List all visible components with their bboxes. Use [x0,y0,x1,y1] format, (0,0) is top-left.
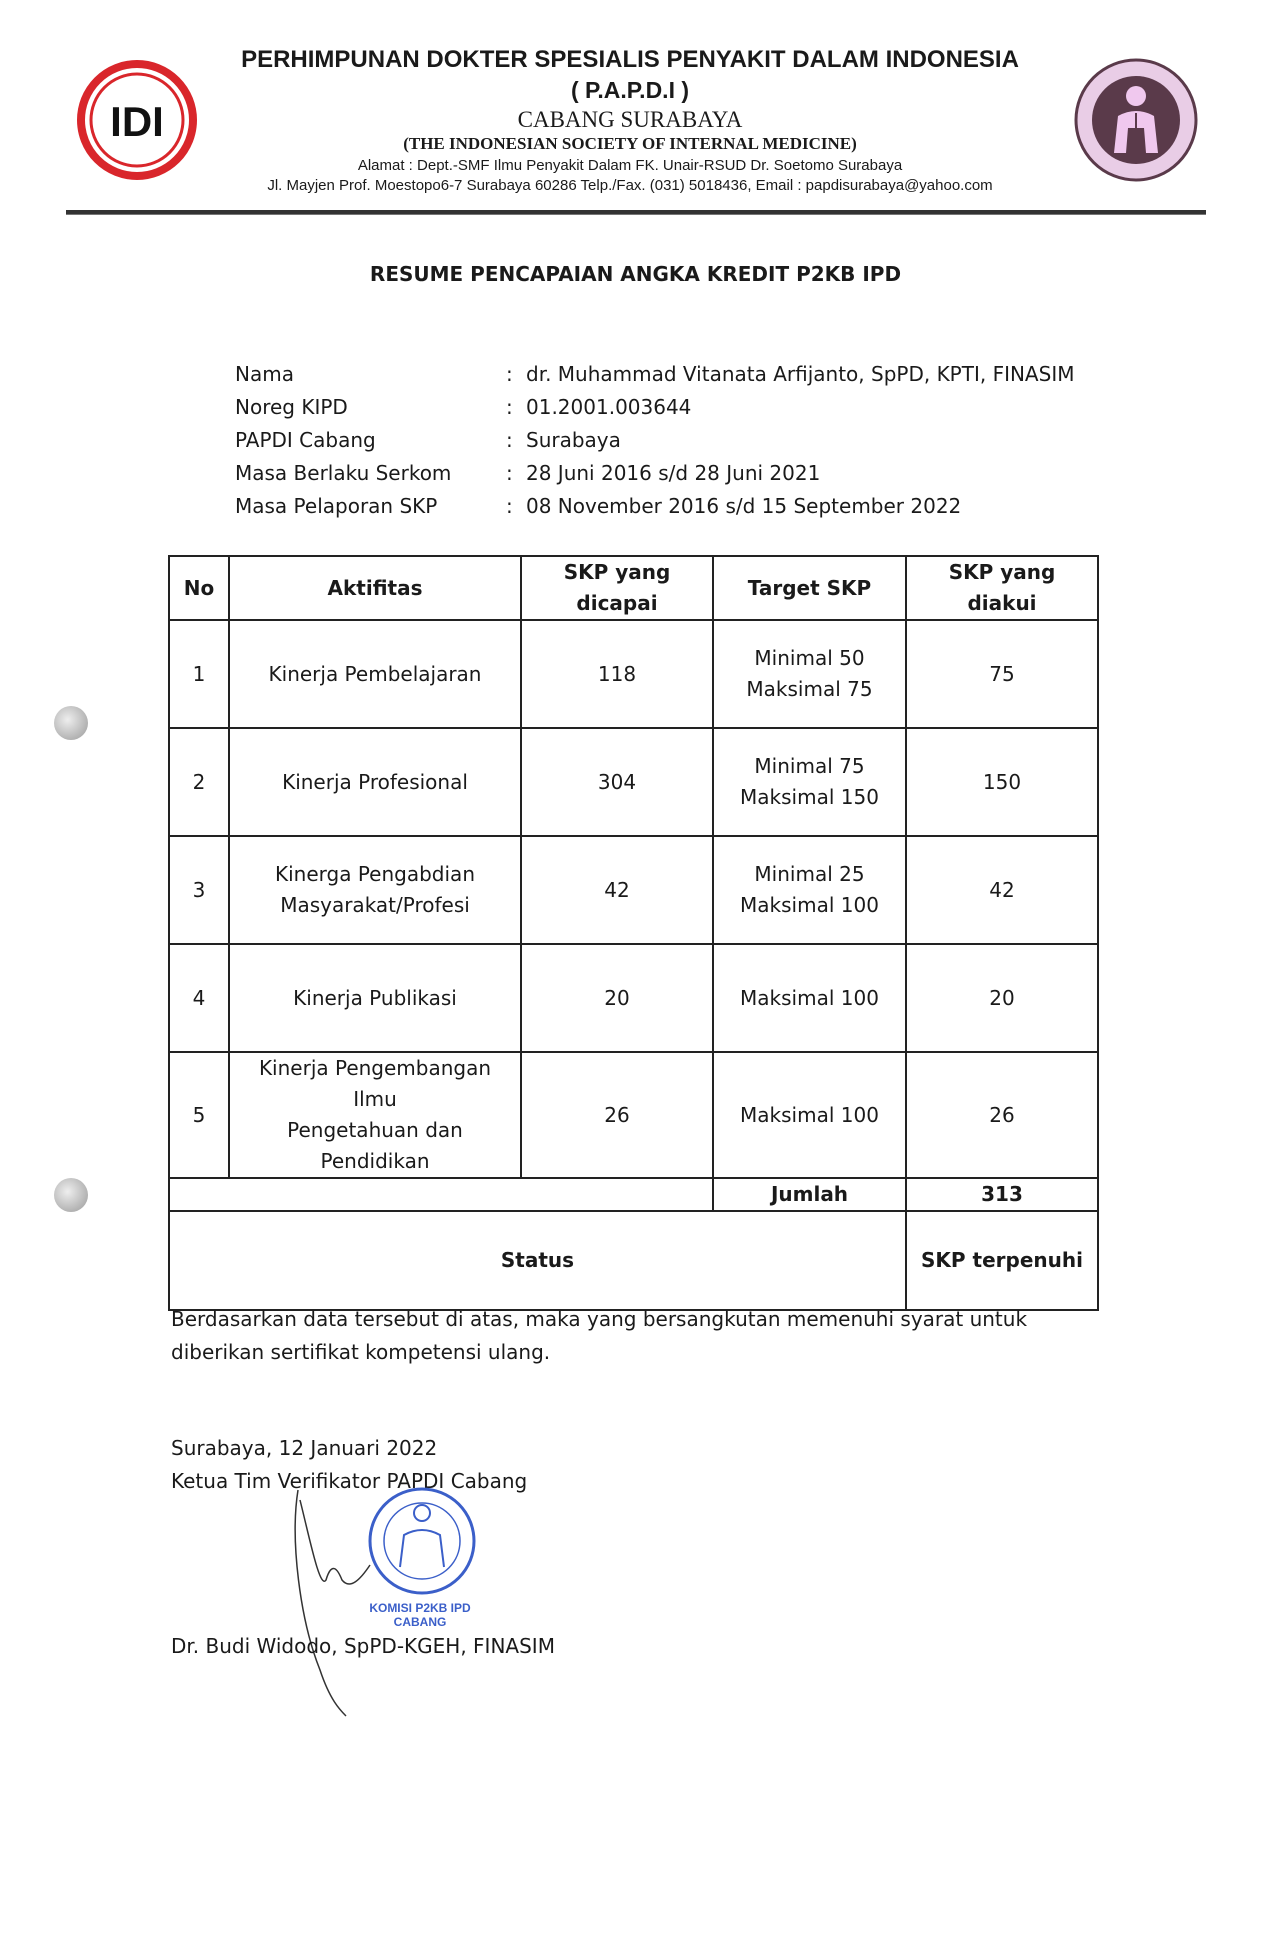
column-header: Aktifitas [228,555,522,621]
info-label: Masa Berlaku Serkom [235,461,452,485]
row-number: 2 [168,727,230,837]
info-value: 08 November 2016 s/d 15 September 2022 [526,494,962,518]
target-skp-cell: Maksimal 100 [712,1051,907,1179]
place-date: Surabaya, 12 Januari 2022 [171,1436,438,1460]
target-skp-cell: Minimal 50 Maksimal 75 [712,619,907,729]
info-row-skp-period: Masa Pelaporan SKP:08 November 2016 s/d … [235,490,1074,523]
info-separator: : [506,362,513,386]
status-row: Status SKP terpenuhi [168,1210,1099,1311]
stamp-line-1: KOMISI P2KB IPD [369,1601,471,1615]
column-header: SKP yang diakui [905,555,1099,621]
branch-name: CABANG SURABAYA [517,107,743,132]
skp-recognized-cell: 26 [905,1051,1099,1179]
english-name: (THE INDONESIAN SOCIETY OF INTERNAL MEDI… [403,134,857,153]
activity-cell: Kinerja Pengembangan Ilmu Pengetahuan da… [228,1051,522,1179]
table-header-row: No Aktifitas SKP yang dicapai Target SKP… [168,555,1099,621]
table-row: 3 Kinerga Pengabdian Masyarakat/Profesi 42… [168,835,1099,945]
table-row: 1 Kinerja Pembelajaran 118 Minimal 50 Maksi… [168,619,1099,729]
info-value: dr. Muhammad Vitanata Arfijanto, SpPD, K… [526,362,1075,386]
skp-recognized-cell: 75 [905,619,1099,729]
signer-position: Ketua Tim Verifikator PAPDI Cabang [171,1469,528,1493]
address-line-2: Jl. Mayjen Prof. Moestopo6-7 Surabaya 60… [267,177,993,194]
header-divider [66,210,1206,215]
total-label: Jumlah [712,1177,907,1212]
info-row-name: Nama: dr. Muhammad Vitanata Arfijanto, Sp… [235,358,1074,391]
activity-cell: Kinerja Publikasi [228,943,522,1053]
org-abbreviation: ( P.A.P.D.I ) [570,77,690,103]
handwritten-signature [280,1480,480,1720]
punch-hole [54,706,88,740]
punch-hole [54,1178,88,1212]
info-value: 28 Juni 2016 s/d 28 Juni 2021 [526,461,821,485]
skp-recognized-cell: 20 [905,943,1099,1053]
document-title: RESUME PENCAPAIAN ANGKA KREDIT P2KB IPD [369,262,902,286]
target-skp-cell: Maksimal 100 [712,943,907,1053]
total-spacer [168,1177,714,1212]
skp-achieved-cell: 42 [520,835,714,945]
info-label: Nama [235,362,294,386]
info-label: Noreg KIPD [235,395,348,419]
info-row-serkom: Masa Berlaku Serkom:28 Juni 2016 s/d 28 … [235,457,1074,490]
signer-name: Dr. Budi Widodo, SpPD-KGEH, FINASIM [171,1634,555,1658]
info-block: Nama: dr. Muhammad Vitanata Arfijanto, Sp… [235,358,1074,523]
info-separator: : [506,461,513,485]
skp-achieved-cell: 26 [520,1051,714,1179]
conclusion-text: Berdasarkan data tersebut di atas, maka … [171,1307,1028,1364]
skp-recognized-cell: 150 [905,727,1099,837]
total-row: Jumlah 313 [168,1177,1099,1212]
address-line-1: Alamat : Dept.-SMF Ilmu Penyakit Dalam F… [357,157,903,174]
info-label: Masa Pelaporan SKP [235,494,438,518]
table-row: 4 Kinerja Publikasi 20 Maksimal 100 20 [168,943,1099,1053]
info-value: Surabaya [526,428,621,452]
info-label: PAPDI Cabang [235,428,376,452]
status-value: SKP terpenuhi [905,1210,1099,1311]
idi-logo: IDI [77,60,197,180]
total-value: 313 [905,1177,1099,1212]
svg-text:IDI: IDI [110,98,164,145]
skp-recognized-cell: 42 [905,835,1099,945]
skp-achieved-cell: 304 [520,727,714,837]
activity-cell: Kinerja Profesional [228,727,522,837]
status-label: Status [168,1210,907,1311]
row-number: 5 [168,1051,230,1179]
activity-cell: Kinerga Pengabdian Masyarakat/Profesi [228,835,522,945]
column-header: No [168,555,230,621]
row-number: 3 [168,835,230,945]
info-separator: : [506,395,513,419]
info-row-noreg: Noreg KIPD:01.2001.003644 [235,391,1074,424]
official-stamp: KOMISI P2KB IPD CABANG [355,1485,485,1629]
stamp-line-2: CABANG [393,1615,447,1629]
target-skp-cell: Minimal 75 Maksimal 150 [712,727,907,837]
info-separator: : [506,494,513,518]
target-skp-cell: Minimal 25 Maksimal 100 [712,835,907,945]
skp-achieved-cell: 20 [520,943,714,1053]
info-row-branch: PAPDI Cabang: Surabaya [235,424,1074,457]
info-value: 01.2001.003644 [526,395,692,419]
skp-achieved-cell: 118 [520,619,714,729]
activity-cell: Kinerja Pembelajaran [228,619,522,729]
skp-table: No Aktifitas SKP yang dicapai Target SKP… [168,555,1099,1311]
table-row: 5 Kinerja Pengembangan Ilmu Pengetahuan d… [168,1051,1099,1179]
papdi-logo [1074,58,1198,182]
column-header: Target SKP [712,555,907,621]
info-separator: : [506,428,513,452]
column-header: SKP yang dicapai [520,555,714,621]
org-name: PERHIMPUNAN DOKTER SPESIALIS PENYAKIT DA… [241,46,1019,73]
row-number: 4 [168,943,230,1053]
row-number: 1 [168,619,230,729]
table-row: 2 Kinerja Profesional 304 Minimal 75 Maksim… [168,727,1099,837]
